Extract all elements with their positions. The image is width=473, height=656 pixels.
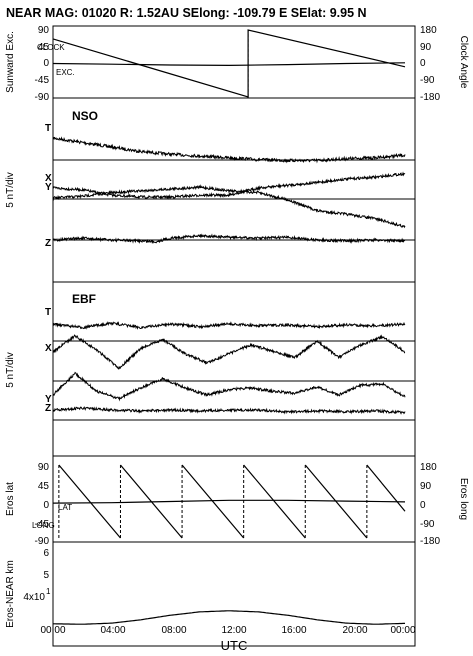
eros-inset-label-lat: LAT bbox=[58, 503, 72, 512]
eros-left-tick: -45 bbox=[35, 519, 50, 530]
x-axis-label: UTC bbox=[221, 638, 248, 653]
eros-left-tick: 90 bbox=[38, 462, 50, 473]
ebf-label-z: Z bbox=[45, 403, 51, 414]
nso-label-t: T bbox=[45, 123, 51, 134]
nso-series-t-line bbox=[52, 136, 406, 164]
sunward-left-tick: 90 bbox=[38, 25, 50, 36]
x-tick-label: 08:00 bbox=[161, 625, 186, 636]
x-tick-label: 04:00 bbox=[100, 625, 125, 636]
eros-lat-line bbox=[52, 499, 406, 504]
eros-left-label: Eros lat bbox=[5, 482, 16, 516]
eros-long-line bbox=[243, 464, 306, 539]
ebf-panel-frame bbox=[52, 281, 416, 457]
series-exc--line bbox=[52, 62, 406, 67]
ebf-label-t: T bbox=[45, 307, 51, 318]
nso-panel-title: NSO bbox=[72, 109, 98, 123]
sunward-right-tick: -180 bbox=[420, 92, 440, 103]
range-panel-frame bbox=[52, 541, 416, 647]
eros-right-tick: -180 bbox=[420, 536, 440, 547]
range-tick: 5 bbox=[43, 570, 49, 581]
eros-panel-frame bbox=[52, 455, 416, 543]
eros-right-tick: 0 bbox=[420, 500, 426, 511]
ebf-panel-title: EBF bbox=[72, 292, 96, 306]
nso-series-y-line bbox=[52, 184, 406, 229]
nso-scale-label: 5 nT/div bbox=[5, 172, 16, 208]
sunward-inset-label-clock: CLOCK bbox=[37, 43, 65, 52]
range-tick: 6 bbox=[43, 548, 49, 559]
nso-panel-frame bbox=[52, 97, 416, 283]
ebf-series-y-line bbox=[52, 371, 406, 402]
sunward-left-tick: -45 bbox=[35, 75, 50, 86]
eros-inset-label-long: LONG bbox=[32, 521, 55, 530]
ebf-series-z-line bbox=[52, 406, 406, 415]
eros-long-line bbox=[366, 464, 406, 512]
range-left-label: Eros-NEAR km bbox=[5, 560, 16, 628]
nso-division-lines bbox=[53, 159, 415, 241]
nso-label-z: Z bbox=[45, 238, 51, 249]
range-tick-exponent: 1 bbox=[46, 587, 51, 596]
sunward-left-tick: 0 bbox=[43, 58, 49, 69]
ebf-label-y: Y bbox=[45, 394, 52, 405]
x-tick-label: 00:00 bbox=[390, 625, 415, 636]
eros-right-tick: -90 bbox=[420, 519, 435, 530]
eros-right-label: Eros long bbox=[458, 478, 469, 520]
nso-series-z-line bbox=[52, 233, 406, 245]
sunward-inset-label-exc: EXC. bbox=[56, 68, 75, 77]
chart-title: NEAR MAG: 01020 R: 1.52AU SElong: -109.7… bbox=[6, 6, 367, 20]
x-tick-label: 16:00 bbox=[281, 625, 306, 636]
sunward-right-tick: 180 bbox=[420, 25, 437, 36]
ebf-series-x-line bbox=[52, 334, 406, 370]
ebf-scale-label: 5 nT/div bbox=[5, 352, 16, 388]
sunward-right-tick: 90 bbox=[420, 42, 432, 53]
sunward-right-axis: 180 90 0 -90 -180 Clock Angle bbox=[420, 25, 469, 103]
x-tick-label: 12:00 bbox=[221, 625, 246, 636]
eros-left-tick: 0 bbox=[43, 500, 49, 511]
nso-label-y: Y bbox=[45, 182, 52, 193]
eros-right-tick: 180 bbox=[420, 462, 437, 473]
x-axis: 00:00 04:00 08:00 12:00 16:00 20:00 00:0… bbox=[40, 625, 415, 653]
series-layer bbox=[52, 29, 406, 625]
ebf-label-x: X bbox=[45, 343, 52, 354]
range-tick: 4x10 bbox=[23, 592, 45, 603]
nso-series-x-line bbox=[52, 171, 406, 200]
ebf-division-lines bbox=[53, 340, 415, 421]
ebf-series-t-line bbox=[52, 321, 406, 330]
eros-long-line bbox=[181, 464, 245, 539]
range-series-line bbox=[53, 610, 405, 625]
eros-long-line bbox=[58, 464, 121, 539]
eros-left-tick: -90 bbox=[35, 536, 50, 547]
series-clock-line bbox=[52, 29, 406, 98]
eros-right-tick: 90 bbox=[420, 481, 432, 492]
sunward-right-tick: 0 bbox=[420, 58, 426, 69]
sunward-left-axis: 90 45 0 -45 -90 Sunward Exc. bbox=[5, 25, 49, 103]
nso-label-x: X bbox=[45, 173, 52, 184]
x-tick-label: 20:00 bbox=[342, 625, 367, 636]
sunward-left-tick: 45 bbox=[38, 42, 50, 53]
eros-left-tick: 45 bbox=[38, 481, 50, 492]
eros-right-axis: 180 90 0 -90 -180 Eros long bbox=[420, 462, 469, 547]
sunward-left-tick: -90 bbox=[35, 92, 50, 103]
sunward-right-tick: -90 bbox=[420, 75, 435, 86]
x-tick-label: 00:00 bbox=[40, 625, 65, 636]
sunward-right-label: Clock Angle bbox=[458, 36, 469, 89]
sunward-panel-frame bbox=[52, 25, 416, 99]
sunward-left-label: Sunward Exc. bbox=[5, 31, 16, 93]
eros-left-axis: 90 45 0 -45 -90 Eros lat bbox=[5, 462, 49, 547]
